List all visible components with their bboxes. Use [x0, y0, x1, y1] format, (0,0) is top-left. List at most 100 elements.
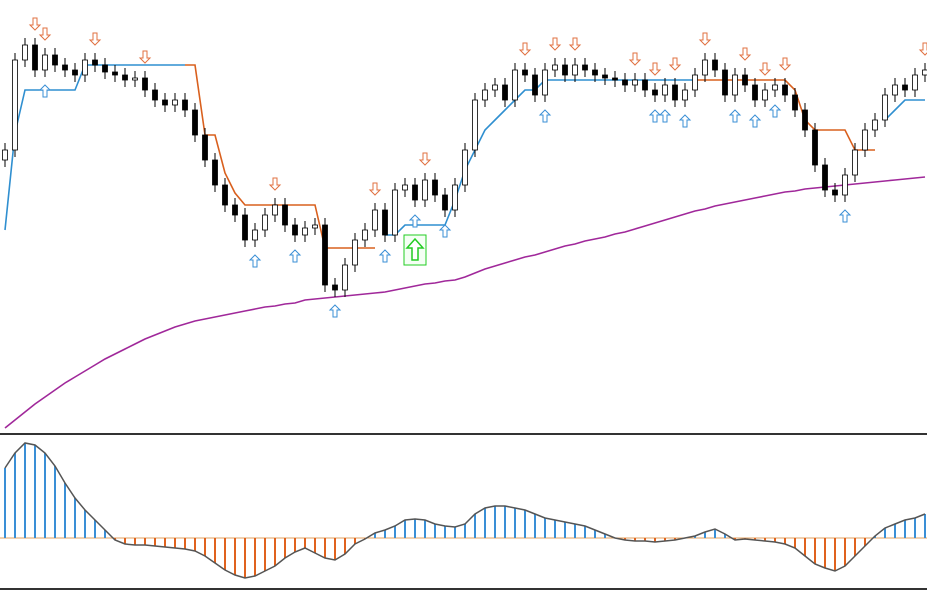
candle-body — [172, 99, 178, 106]
histogram-bar — [314, 538, 316, 553]
candle-body — [922, 69, 927, 76]
candle-body — [412, 184, 418, 201]
histogram-bar — [174, 538, 176, 548]
histogram-bar — [464, 524, 466, 538]
buy-arrow — [378, 249, 392, 263]
candle-body — [702, 59, 708, 76]
candle-body — [862, 129, 868, 151]
candle-body — [342, 264, 348, 291]
sell-arrow — [418, 152, 432, 166]
histogram-bar — [824, 538, 826, 568]
candle-body — [582, 64, 588, 71]
histogram-bar — [924, 514, 926, 538]
candle-body — [352, 239, 358, 266]
histogram-bar — [804, 538, 806, 556]
buy-arrow — [248, 254, 262, 268]
candle-body — [532, 74, 538, 96]
candle-body — [392, 189, 398, 236]
histogram-bar — [274, 538, 276, 566]
candle-body — [682, 89, 688, 101]
candle-body — [162, 99, 168, 106]
histogram-bar — [904, 520, 906, 538]
histogram-bar — [884, 528, 886, 538]
histogram-bar — [504, 506, 506, 538]
histogram-bar — [324, 538, 326, 558]
histogram-bar — [844, 538, 846, 566]
histogram-bar — [64, 483, 66, 538]
histogram-bar — [184, 538, 186, 549]
candle-body — [812, 129, 818, 166]
histogram-bar — [44, 453, 46, 538]
histogram-bar — [124, 538, 126, 544]
candle-body — [712, 59, 718, 71]
candle-body — [782, 84, 788, 96]
histogram-bar — [514, 508, 516, 538]
candle-body — [752, 84, 758, 101]
histogram-bar — [724, 534, 726, 538]
candle-body — [672, 84, 678, 101]
histogram-bar — [134, 538, 136, 545]
buy-arrow — [408, 214, 422, 228]
histogram-bar — [424, 520, 426, 538]
candle-body — [842, 174, 848, 196]
candle-body — [362, 229, 368, 241]
sell-arrow — [138, 50, 152, 64]
candle-body — [52, 54, 58, 66]
candle-body — [322, 224, 328, 286]
candle-body — [302, 227, 308, 236]
candle-body — [232, 204, 238, 216]
candle-body — [222, 184, 228, 206]
histogram-bar — [704, 532, 706, 538]
histogram-bar — [564, 522, 566, 538]
buy-arrow — [328, 304, 342, 318]
histogram-bar — [294, 538, 296, 552]
buy-arrow — [838, 209, 852, 223]
candle-body — [202, 134, 208, 161]
sell-arrow — [668, 57, 682, 71]
candle-body — [312, 224, 318, 229]
histogram-bar — [694, 536, 696, 538]
histogram-bar — [794, 538, 796, 548]
sell-arrow — [918, 42, 927, 56]
candle-body — [562, 64, 568, 76]
candle-body — [882, 94, 888, 121]
histogram-bar — [784, 538, 786, 544]
sell-arrow — [698, 32, 712, 46]
histogram-bar — [654, 538, 656, 542]
buy-arrow — [38, 84, 52, 98]
candle-body — [542, 69, 548, 96]
buy-arrow — [438, 224, 452, 238]
candle-body — [422, 179, 428, 201]
candle-body — [642, 79, 648, 91]
sell-arrow — [548, 37, 562, 51]
histogram-bar — [264, 538, 266, 571]
histogram-bar — [414, 519, 416, 538]
histogram-bar — [674, 538, 676, 540]
candle-body — [482, 89, 488, 101]
histogram-bar — [454, 527, 456, 538]
candle-body — [722, 69, 728, 96]
histogram-bar — [224, 538, 226, 570]
candle-body — [62, 64, 68, 71]
candle-body — [692, 74, 698, 91]
candle-body — [732, 74, 738, 96]
histogram-bar — [894, 524, 896, 538]
candle-body — [592, 69, 598, 76]
histogram-bar — [664, 538, 666, 541]
histogram-bar — [284, 538, 286, 558]
sell-arrow — [518, 42, 532, 56]
candle-body — [112, 71, 118, 76]
sell-arrow — [628, 52, 642, 66]
histogram-bar — [54, 466, 56, 538]
candle-body — [402, 184, 408, 191]
histogram-bar — [334, 538, 336, 560]
highlight-arrow — [405, 237, 425, 261]
candle-body — [132, 77, 138, 81]
buy-arrow — [658, 109, 672, 123]
candle-body — [92, 59, 98, 66]
histogram-bar — [554, 520, 556, 538]
histogram-bar — [204, 538, 206, 556]
